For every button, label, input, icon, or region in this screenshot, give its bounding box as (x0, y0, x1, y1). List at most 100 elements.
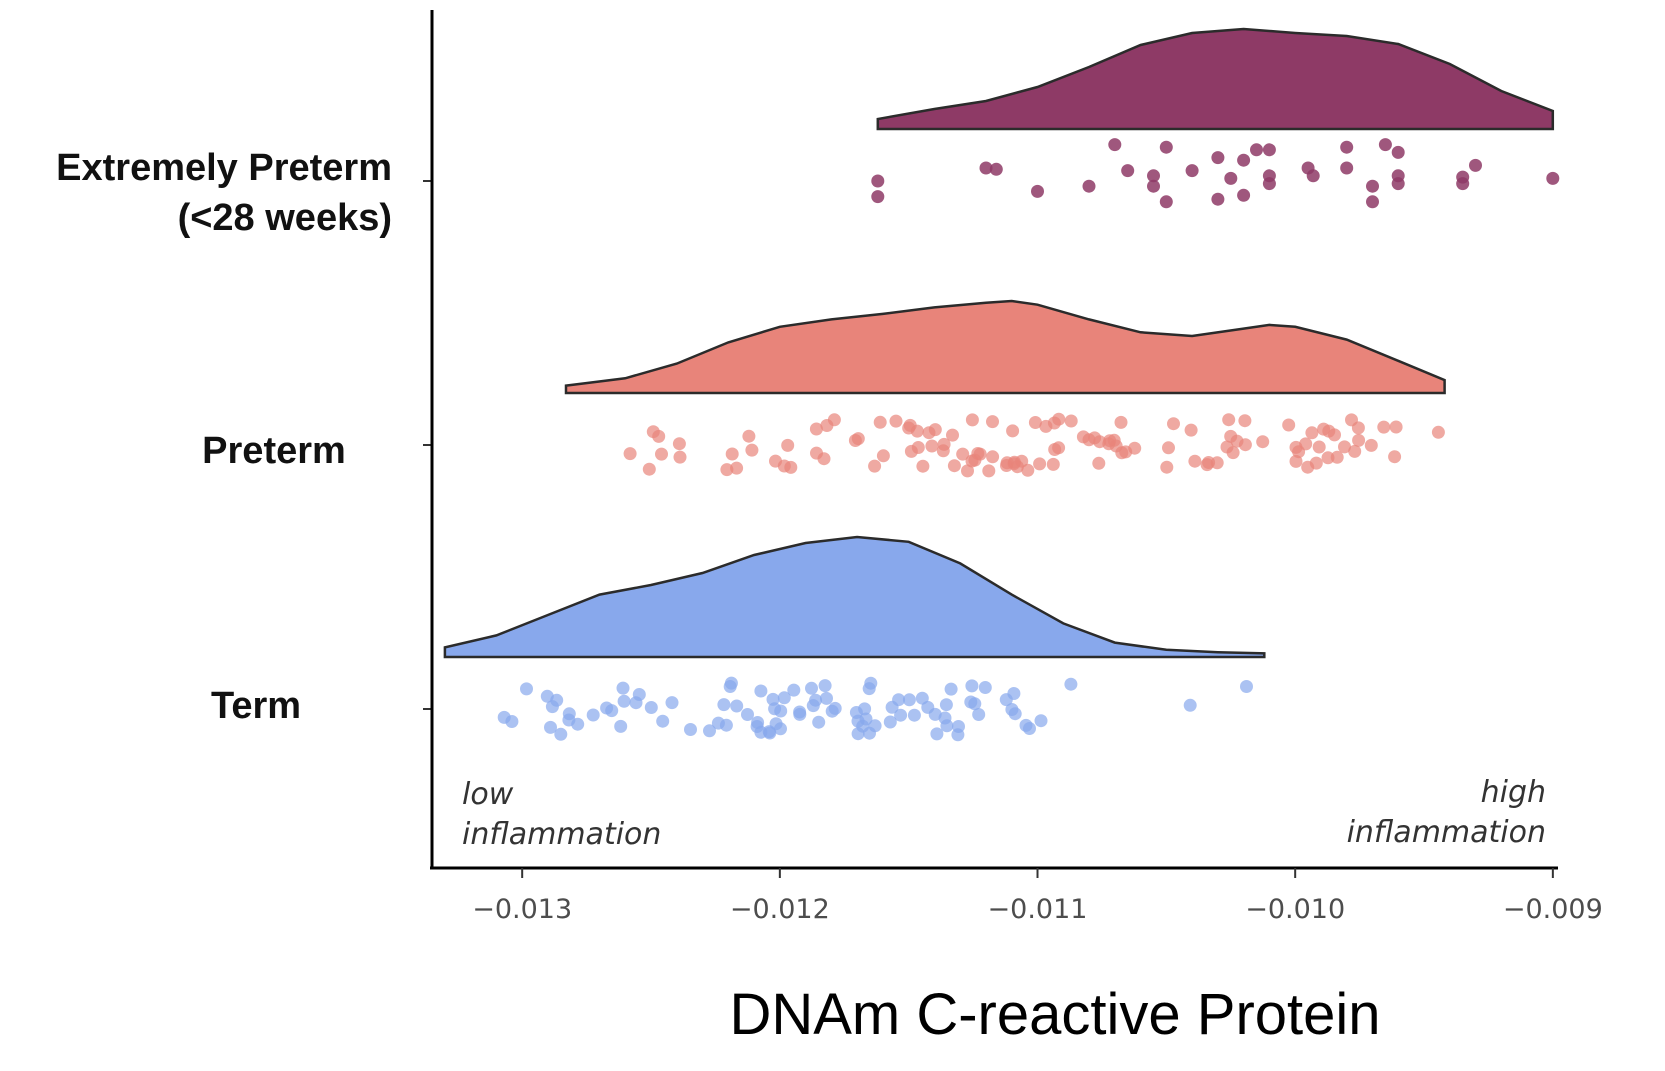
data-point (554, 727, 568, 741)
data-point (922, 426, 936, 440)
data-point (805, 681, 818, 695)
data-point (1340, 140, 1354, 154)
data-point (940, 719, 954, 733)
data-point (777, 459, 791, 473)
data-point (1321, 451, 1335, 465)
data-point (928, 707, 942, 721)
data-point (1159, 140, 1173, 154)
data-point (724, 676, 738, 690)
data-point (902, 421, 916, 435)
data-point (1082, 179, 1096, 193)
data-point (1262, 177, 1276, 191)
data-point (730, 699, 744, 713)
data-point (1237, 188, 1251, 202)
data-point (1010, 460, 1024, 474)
data-point (979, 161, 993, 175)
y-category-labels: Extremely Preterm (<28 weeks) Preterm Term (56, 147, 392, 727)
data-point (793, 707, 807, 721)
data-point (520, 682, 533, 696)
data-point (1184, 423, 1198, 437)
density-cloud (564, 299, 1446, 395)
data-point (1378, 138, 1392, 152)
data-point (1039, 419, 1053, 433)
data-point (989, 162, 1003, 176)
x-tick-label: −0.009 (1503, 894, 1603, 925)
data-point (827, 413, 841, 427)
data-point (1330, 450, 1344, 464)
data-point (545, 700, 559, 714)
data-point (1546, 171, 1560, 185)
data-point (1052, 441, 1066, 455)
x-tick-label: −0.012 (730, 894, 830, 925)
data-point (1064, 414, 1078, 428)
data-point (863, 726, 876, 740)
data-point (754, 684, 768, 698)
data-point (544, 720, 557, 734)
data-point (885, 700, 899, 714)
data-point (851, 727, 865, 741)
data-point (873, 415, 887, 429)
data-point (1211, 192, 1225, 206)
data-point (916, 459, 930, 473)
data-point (766, 692, 780, 706)
data-point (1282, 418, 1296, 432)
data-point (1238, 414, 1252, 428)
data-point (1364, 438, 1378, 452)
data-point (540, 689, 554, 703)
data-point (907, 708, 921, 722)
data-point (1389, 420, 1403, 434)
data-point (972, 708, 986, 721)
data-point (1431, 425, 1445, 439)
data-point (614, 719, 628, 733)
data-point (1301, 460, 1315, 474)
data-point (883, 715, 897, 729)
group-2 (423, 535, 1266, 742)
data-point (655, 447, 668, 461)
density-cloud (443, 535, 1266, 659)
data-point (774, 704, 788, 718)
data-point (946, 428, 959, 442)
data-point (925, 439, 939, 453)
data-point (742, 429, 756, 443)
data-point (1031, 184, 1044, 198)
x-tick-label: −0.013 (472, 894, 572, 925)
data-point (1240, 680, 1253, 693)
data-point (730, 461, 744, 475)
data-point (656, 714, 670, 728)
data-point (646, 425, 660, 439)
data-point (1162, 441, 1175, 455)
data-point (1312, 440, 1326, 454)
x-ticks: −0.013 −0.012 −0.011 −0.010 −0.009 (472, 868, 1603, 925)
data-point (642, 462, 656, 476)
data-point (930, 727, 944, 741)
data-point (812, 715, 826, 729)
data-point (1340, 161, 1354, 175)
data-point (617, 694, 631, 708)
data-point (1338, 440, 1351, 454)
data-point (777, 691, 791, 705)
data-point (1366, 179, 1379, 193)
data-point (1200, 458, 1214, 472)
data-point (1256, 435, 1270, 449)
data-point (644, 701, 658, 714)
high-annotation-line-2: inflammation (1347, 815, 1546, 850)
data-point (672, 437, 686, 451)
data-point (1262, 143, 1276, 157)
data-point (1366, 195, 1379, 209)
low-annotation-line-1: low (462, 777, 514, 812)
data-point (1121, 164, 1135, 178)
data-point (1160, 460, 1174, 474)
data-point (1388, 450, 1402, 464)
data-point (720, 463, 734, 477)
x-axis-title: DNAm C-reactive Protein (729, 982, 1380, 1047)
data-point (964, 695, 978, 709)
data-point (1317, 422, 1331, 436)
data-point (623, 447, 637, 461)
group-1 (423, 299, 1446, 478)
data-point (1299, 437, 1313, 451)
data-point (1391, 169, 1405, 183)
data-point (986, 450, 1000, 464)
data-point (978, 681, 992, 694)
data-point (1391, 145, 1405, 159)
